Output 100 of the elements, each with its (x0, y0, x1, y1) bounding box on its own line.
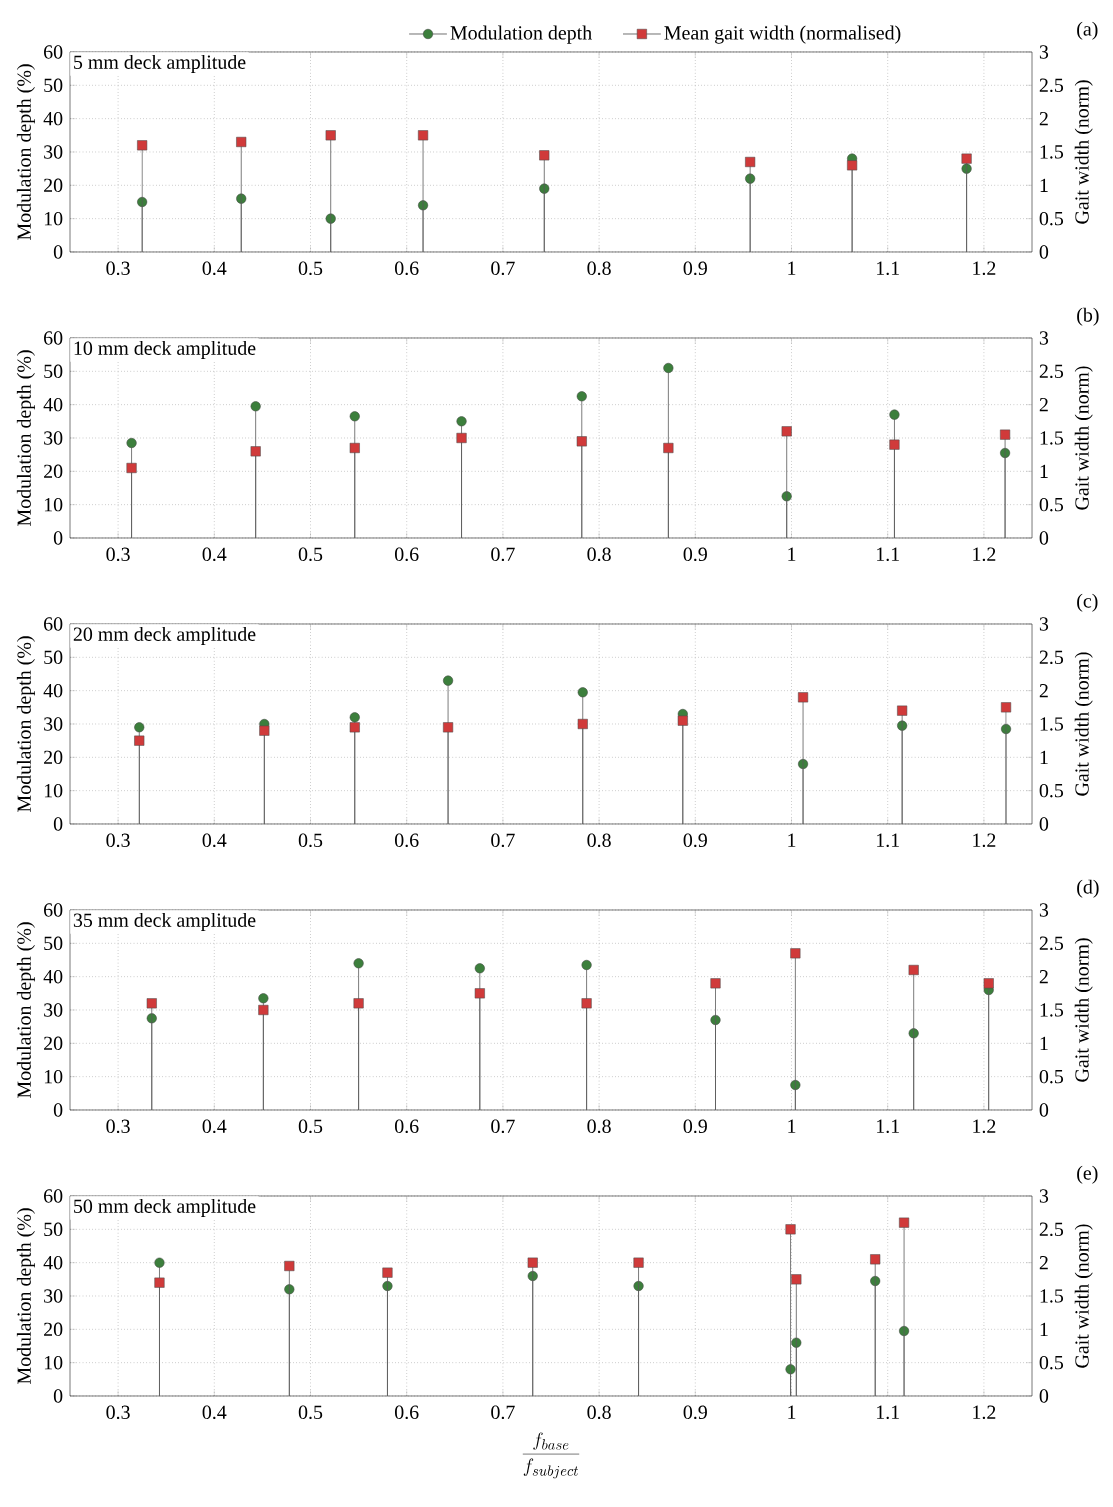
x-tick-label: 0.7 (491, 261, 515, 276)
point (146, 998, 157, 1009)
x-tick-label: 1 (788, 261, 796, 275)
point (576, 436, 587, 447)
x-tick-label: 0.3 (106, 833, 130, 848)
point (236, 136, 247, 148)
chart-title: 35 mm deck amplitude (73, 912, 256, 931)
point (258, 993, 269, 1004)
x-tick-label: 1.1 (877, 1405, 899, 1419)
text: (d) (1077, 879, 1099, 898)
point (576, 391, 587, 402)
point (474, 988, 485, 999)
y-tick-label: 20 (44, 1322, 63, 1337)
x-tick-label: 0.3 (106, 1405, 130, 1420)
y2-axis-title: Gait width (norm) (1074, 1224, 1093, 1368)
y-tick-label: 60 (44, 331, 63, 345)
y-tick-label: 40 (43, 969, 63, 984)
y2-tick-label: 0 (1039, 531, 1049, 545)
y2-tick-label: 3 (1039, 903, 1049, 917)
x-tick-label: 0.6 (395, 547, 419, 562)
x-tick-label: 0.4 (202, 547, 227, 562)
y-tick-label: 0 (53, 1389, 63, 1403)
point (577, 718, 588, 730)
x-tick-label: 1.2 (973, 1119, 996, 1134)
y-tick-label: 50 (44, 78, 63, 93)
point (798, 692, 809, 703)
y2-tick-label: 0 (1039, 817, 1049, 831)
point (134, 735, 145, 746)
point (897, 705, 908, 716)
point (382, 1280, 393, 1292)
y-tick-label: 60 (44, 1189, 63, 1203)
y-tick-label: 30 (44, 145, 63, 159)
point (889, 409, 900, 420)
y-tick-label: 0 (53, 1103, 63, 1117)
point (250, 401, 261, 412)
point (154, 1257, 165, 1268)
point (633, 1257, 644, 1268)
point (250, 446, 261, 457)
x-tick-label: 0.3 (106, 1119, 130, 1134)
point (126, 462, 137, 474)
point (474, 963, 485, 974)
y2-tick-label: 0.5 (1039, 497, 1064, 512)
text: (c) (1077, 593, 1098, 612)
y-axis-title: Modulation depth (%) (16, 1208, 35, 1384)
y-tick-label: 30 (44, 431, 63, 445)
x-tick-label: 1 (788, 1405, 796, 1419)
y2-tick-label: 3 (1039, 45, 1049, 59)
y-tick-label: 30 (44, 717, 63, 731)
x-tick-label: 0.9 (683, 833, 707, 848)
point (1000, 702, 1012, 713)
y-tick-label: 40 (43, 683, 63, 698)
y-axis-title: Modulation depth (%) (16, 922, 35, 1098)
point (633, 1280, 644, 1292)
y-tick-label: 20 (44, 178, 63, 193)
x-tick-label: 0.4 (202, 1119, 227, 1134)
y-tick-label: 60 (44, 903, 63, 917)
point (382, 1267, 393, 1278)
y2-tick-label: 2.5 (1039, 78, 1064, 93)
x-tick-label: 0.4 (202, 833, 227, 848)
y-axis-title: Modulation depth (%) (16, 64, 35, 240)
y2-tick-label: 2 (1039, 684, 1048, 698)
x-tick-label: 1.1 (877, 1119, 899, 1133)
y2-tick-label: 3 (1039, 1189, 1049, 1203)
y-tick-label: 40 (43, 397, 63, 412)
y2-tick-label: 3 (1039, 331, 1049, 345)
point (539, 150, 550, 161)
y-tick-label: 10 (44, 1069, 63, 1084)
x-tick-label: 0.9 (683, 261, 707, 276)
y-tick-label: 50 (44, 650, 63, 665)
point (790, 948, 801, 959)
y2-axis-title: Gait width (norm) (1074, 80, 1093, 224)
y-tick-label: 10 (44, 211, 63, 226)
y2-tick-label: 0 (1039, 1103, 1049, 1117)
x-tick-label: 1.1 (877, 547, 899, 561)
point (154, 1277, 165, 1288)
y-tick-label: 20 (44, 750, 63, 765)
point (961, 153, 972, 164)
y2-tick-label: 0.5 (1039, 1355, 1064, 1370)
x-tick-label: 0.5 (298, 1119, 323, 1134)
y-tick-label: 0 (53, 245, 63, 259)
y2-axis-title: Gait width (norm) (1074, 652, 1093, 796)
point (785, 1364, 796, 1375)
x-tick-label: 0.7 (491, 1405, 515, 1420)
y-tick-label: 30 (44, 1289, 63, 1303)
y2-tick-label: 3 (1039, 617, 1049, 631)
point (418, 130, 429, 141)
y-tick-label: 30 (44, 1003, 63, 1017)
x-tick-label: 0.8 (587, 1405, 611, 1420)
point (899, 1217, 910, 1228)
y2-tick-label: 1.5 (1040, 1289, 1064, 1303)
point (134, 722, 145, 733)
y-tick-label: 60 (44, 45, 63, 59)
y-tick-label: 10 (44, 783, 63, 798)
y-tick-label: 20 (44, 464, 63, 479)
x-tick-label: 0.4 (202, 1405, 227, 1420)
point (781, 426, 792, 437)
y2-tick-label: 2.5 (1039, 650, 1064, 665)
point (456, 416, 467, 427)
y2-tick-label: 1 (1040, 1036, 1048, 1050)
y2-tick-label: 2 (1039, 398, 1048, 412)
